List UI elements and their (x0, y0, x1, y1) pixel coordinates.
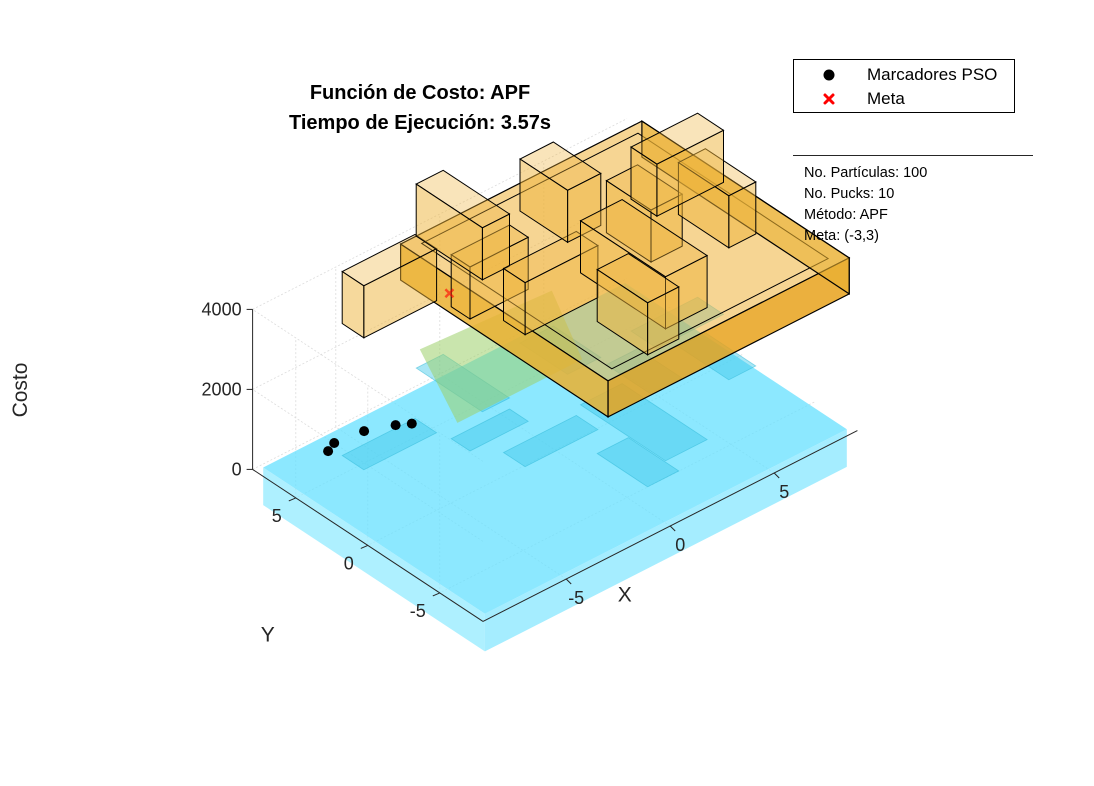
x-tick (565, 578, 572, 585)
obstacle-block (630, 112, 725, 218)
y-tick (288, 497, 296, 502)
x-tick-label: 0 (675, 535, 685, 555)
z-tick-label: 4000 (202, 299, 242, 319)
arena-volume (341, 112, 851, 419)
pso-marker (329, 438, 340, 448)
y-tick (360, 544, 368, 549)
surface-peak (450, 408, 529, 452)
legend-label: Meta (867, 89, 905, 108)
obstacle-face (341, 270, 365, 339)
y-tick-label: 0 (344, 553, 354, 573)
surface-peak (596, 437, 680, 488)
obstacle-block (502, 230, 599, 336)
y-tick (432, 592, 440, 597)
obstacle-block (519, 141, 602, 244)
y-tick-label: -5 (410, 601, 426, 621)
z-tick-label: 0 (232, 459, 242, 479)
obstacle-face (415, 183, 483, 281)
x-tick (669, 525, 676, 532)
x-tick-label: -5 (568, 588, 584, 608)
y-axis-label: Y (261, 623, 275, 646)
obstacle-face (596, 268, 649, 356)
pso-marker (390, 420, 401, 431)
x-axis-label: X (618, 583, 632, 606)
obstacle-block (596, 253, 680, 356)
goal-marker (444, 288, 455, 299)
pso-marker (323, 446, 334, 457)
pso-marker (359, 426, 370, 437)
y-tick-label: 5 (272, 506, 282, 526)
axes-lines (246, 308, 858, 622)
chart-title-line-2: Tiempo de Ejecución: 3.57s (289, 112, 551, 134)
obstacle-block (341, 233, 438, 339)
z-axis-label: Costo (9, 363, 32, 418)
obstacle-face (503, 267, 526, 336)
chart-title-line-1: Función de Costo: APF (309, 82, 531, 104)
legend-item-goal: Meta (794, 88, 1014, 110)
info-particles: No. Partículas: 100 (804, 165, 928, 181)
z-tick-label: 2000 (202, 379, 242, 399)
filled-circle-icon (823, 69, 835, 81)
info-pucks: No. Pucks: 10 (804, 186, 895, 202)
obstacle-face (605, 179, 652, 264)
x-tick-label: 5 (779, 482, 789, 502)
legend[interactable]: Marcadores PSO Meta (793, 59, 1015, 113)
obstacle-face (519, 158, 569, 244)
pso-marker (406, 418, 417, 429)
x-tick (773, 472, 780, 479)
surface-front-wall (484, 429, 847, 652)
obstacle-face (630, 146, 658, 218)
info-method: Método: APF (804, 207, 888, 223)
legend-label: Marcadores PSO (867, 65, 998, 84)
surface-peak (502, 414, 599, 468)
legend-item-pso-markers: Marcadores PSO (794, 64, 1014, 86)
x-cross-icon (823, 93, 835, 105)
obstacle-block (415, 169, 511, 281)
info-divider (793, 155, 1033, 156)
pso-markers (323, 418, 417, 457)
surface-peak (341, 417, 438, 471)
info-goal: Meta: (-3,3) (804, 228, 879, 244)
tick-labels: -5 0 5 -5 0 5 0 2000 4000 X Y Costo (9, 299, 789, 646)
